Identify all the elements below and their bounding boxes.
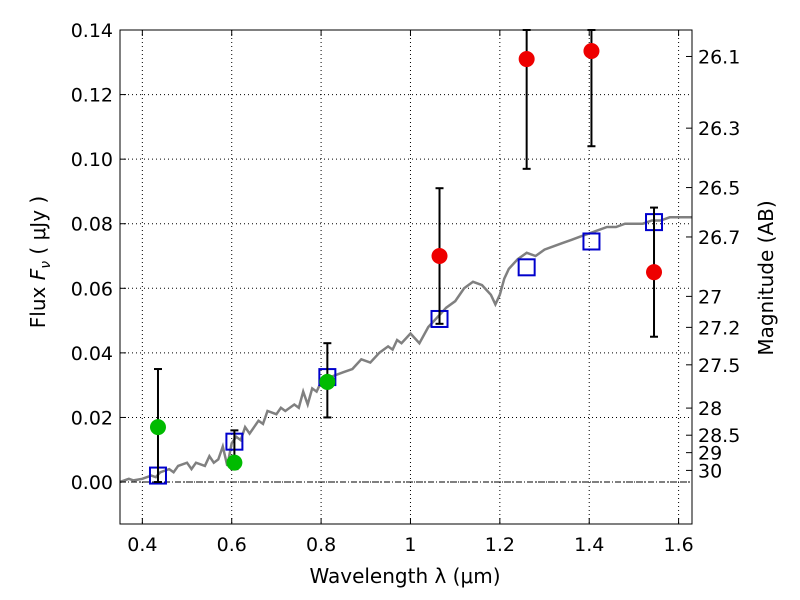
- y-tick-label: 0.14: [71, 20, 113, 42]
- observed-flux-point: [149, 419, 166, 436]
- observed-flux-point: [518, 51, 535, 68]
- x-axis-label: Wavelength λ (μm): [309, 564, 500, 588]
- magnitude-tick-label: 27: [698, 286, 722, 308]
- plot-frame: [119, 29, 693, 525]
- y-tick-label: 0.08: [71, 214, 113, 236]
- y-axis-label-symbol: F: [26, 268, 50, 280]
- y-axis-label-subscript: ν: [38, 261, 54, 269]
- observed-flux-point: [646, 264, 663, 281]
- y-tick-label: 0.12: [71, 85, 113, 107]
- magnitude-tick-label: 29: [698, 443, 722, 465]
- magnitude-tick-label: 27.2: [698, 317, 740, 339]
- magnitude-tick-label: 28.5: [698, 425, 740, 447]
- model-photometry-point: [582, 232, 601, 251]
- y-tick-label: 0.04: [71, 343, 113, 365]
- x-tick-label: 1: [404, 534, 416, 556]
- magnitude-axis-label: Magnitude (AB): [754, 200, 778, 355]
- magnitude-tick-label: 30: [698, 460, 722, 482]
- x-tick-label: 0.8: [306, 534, 336, 556]
- y-tick-label: 0.00: [71, 472, 113, 494]
- tick-layer: 0.4 0.6 0.8 1 1.2 1.4 1.6 0.00 0.02 0.04 0.06 0.08 0…: [71, 20, 741, 556]
- y-tick-label: 0.06: [71, 278, 113, 300]
- magnitude-tick-label: 26.5: [698, 178, 740, 200]
- model-spectrum-line: [120, 216, 692, 484]
- y-tick-label: 0.02: [71, 407, 113, 429]
- x-tick-label: 0.4: [127, 534, 157, 556]
- magnitude-tick-label: 26.3: [698, 118, 740, 140]
- x-tick-label: 1.4: [574, 534, 604, 556]
- x-tick-label: 1.6: [663, 534, 693, 556]
- observed-flux-point: [319, 373, 336, 390]
- x-tick-label: 1.2: [485, 534, 515, 556]
- magnitude-tick-label: 27.5: [698, 355, 740, 377]
- series-layer: [120, 29, 692, 485]
- observed-flux-point: [583, 42, 600, 59]
- model-photometry-point: [517, 258, 536, 277]
- y-axis-label-prefix: Flux: [26, 280, 50, 328]
- observed-flux-point: [226, 454, 243, 471]
- magnitude-tick-label: 26.1: [698, 46, 740, 68]
- observed-flux-point: [431, 248, 448, 265]
- y-tick-label: 0.10: [71, 149, 113, 171]
- magnitude-tick-label: 28: [698, 398, 722, 420]
- magnitude-tick-label: 26.7: [698, 227, 740, 249]
- x-tick-label: 0.6: [217, 534, 247, 556]
- y-axis-label-unit: ( μJy ): [26, 196, 50, 261]
- grid-layer: [120, 29, 692, 524]
- y-axis-label: Flux Fν ( μJy ): [26, 196, 54, 328]
